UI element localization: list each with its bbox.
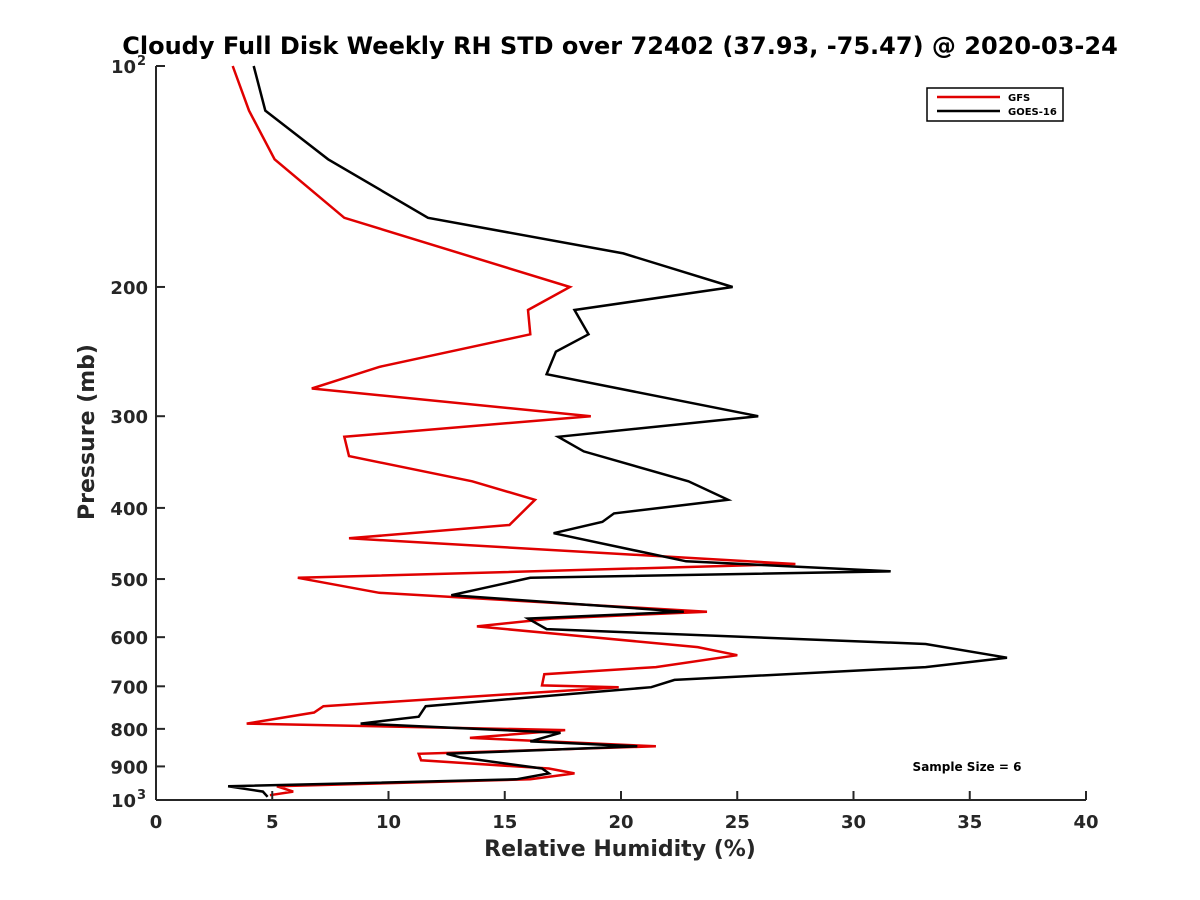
y-tick-label: 10 bbox=[111, 57, 136, 78]
y-tick-label: 600 bbox=[110, 628, 148, 649]
y-tick-label: 10 bbox=[111, 791, 136, 812]
y-tick-exponent: 2 bbox=[137, 54, 146, 69]
x-tick-label: 10 bbox=[376, 812, 401, 833]
y-tick-label: 700 bbox=[110, 677, 148, 698]
chart-title: Cloudy Full Disk Weekly RH STD over 7240… bbox=[122, 32, 1118, 60]
x-tick-label: 30 bbox=[841, 812, 866, 833]
y-axis-label: Pressure (mb) bbox=[75, 344, 100, 520]
x-tick-label: 35 bbox=[957, 812, 982, 833]
y-tick-label: 900 bbox=[110, 757, 148, 778]
y-tick-label: 200 bbox=[110, 278, 148, 299]
y-tick-label: 500 bbox=[110, 570, 148, 591]
legend: GFS GOES-16 bbox=[926, 87, 1064, 122]
series-line-goes-16 bbox=[227, 65, 1008, 798]
y-tick-label: 800 bbox=[110, 720, 148, 741]
series-line-gfs bbox=[231, 65, 796, 797]
legend-label-gfs: GFS bbox=[1008, 93, 1030, 104]
x-tick-label: 25 bbox=[725, 812, 750, 833]
x-axis-label: Relative Humidity (%) bbox=[484, 837, 756, 862]
x-tick-label: 20 bbox=[608, 812, 633, 833]
legend-box bbox=[926, 87, 1064, 122]
x-tick-label: 15 bbox=[492, 812, 517, 833]
sample-size-annotation: Sample Size = 6 bbox=[913, 760, 1022, 774]
y-tick-label: 300 bbox=[110, 407, 148, 428]
x-tick-label: 0 bbox=[150, 812, 163, 833]
y-tick-label: 400 bbox=[110, 499, 148, 520]
x-tick-label: 5 bbox=[266, 812, 279, 833]
y-tick-exponent: 3 bbox=[137, 788, 146, 803]
legend-label-goes-16: GOES-16 bbox=[1008, 107, 1057, 118]
x-tick-label: 40 bbox=[1073, 812, 1098, 833]
